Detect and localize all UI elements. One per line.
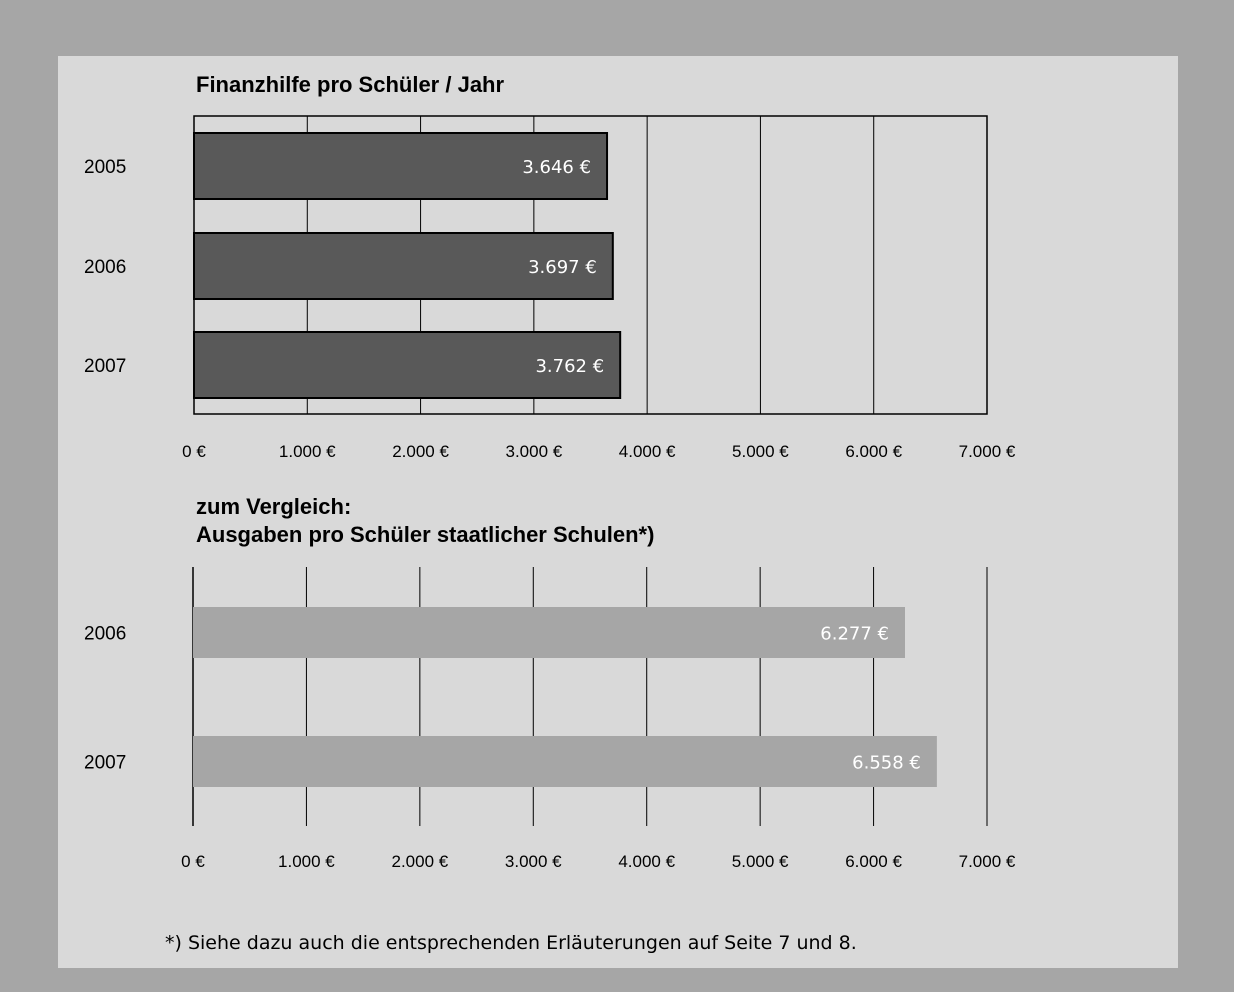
x-tick-label: 5.000 € bbox=[732, 852, 789, 871]
category-label: 2007 bbox=[84, 356, 126, 377]
bar-2006 bbox=[193, 232, 614, 300]
chart-1: 0 € 1.000 € 2.000 € 3.000 € 4.000 € 5.000 € 6.… bbox=[84, 115, 1016, 461]
x-tick-label: 7.000 € bbox=[959, 442, 1016, 461]
footnote: *) Siehe dazu auch die entsprechenden Er… bbox=[165, 932, 857, 954]
x-tick-label: 6.000 € bbox=[845, 442, 902, 461]
bar-2007 bbox=[193, 736, 937, 787]
bar-value-label: 3.762 € bbox=[535, 356, 604, 377]
x-tick-label: 1.000 € bbox=[279, 442, 336, 461]
x-tick-label: 4.000 € bbox=[618, 852, 675, 871]
chart1-title: Finanzhilfe pro Schüler / Jahr bbox=[196, 72, 505, 97]
bar-2007 bbox=[193, 331, 622, 399]
x-tick-label: 2.000 € bbox=[392, 442, 449, 461]
category-label: 2007 bbox=[84, 753, 126, 774]
category-label: 2006 bbox=[84, 257, 126, 278]
bar-value-label: 6.277 € bbox=[820, 624, 889, 645]
bar-value-label: 3.697 € bbox=[528, 257, 597, 278]
x-tick-label: 6.000 € bbox=[845, 852, 902, 871]
x-tick-label: 0 € bbox=[182, 442, 206, 461]
x-tick-label: 3.000 € bbox=[505, 852, 562, 871]
category-label: 2006 bbox=[84, 624, 126, 645]
bar-value-label: 3.646 € bbox=[522, 157, 591, 178]
x-tick-label: 0 € bbox=[181, 852, 205, 871]
chart-panel bbox=[58, 56, 1178, 968]
bar-2005 bbox=[193, 132, 609, 200]
panel-notch bbox=[8, 56, 58, 512]
chart2-title-line2: Ausgaben pro Schüler staatlicher Schulen… bbox=[196, 522, 655, 547]
chart2-title-line1: zum Vergleich: bbox=[196, 494, 352, 519]
chart-2: 0 € 1.000 € 2.000 € 3.000 € 4.000 € 5.000 € 6.… bbox=[84, 567, 1016, 871]
x-tick-label: 5.000 € bbox=[732, 442, 789, 461]
x-tick-label: 3.000 € bbox=[505, 442, 562, 461]
x-tick-label: 1.000 € bbox=[278, 852, 335, 871]
category-label: 2005 bbox=[84, 157, 126, 178]
bar-value-label: 6.558 € bbox=[852, 753, 921, 774]
bar-2006 bbox=[193, 607, 905, 658]
x-tick-label: 4.000 € bbox=[619, 442, 676, 461]
x-tick-label: 2.000 € bbox=[391, 852, 448, 871]
x-tick-label: 7.000 € bbox=[959, 852, 1016, 871]
